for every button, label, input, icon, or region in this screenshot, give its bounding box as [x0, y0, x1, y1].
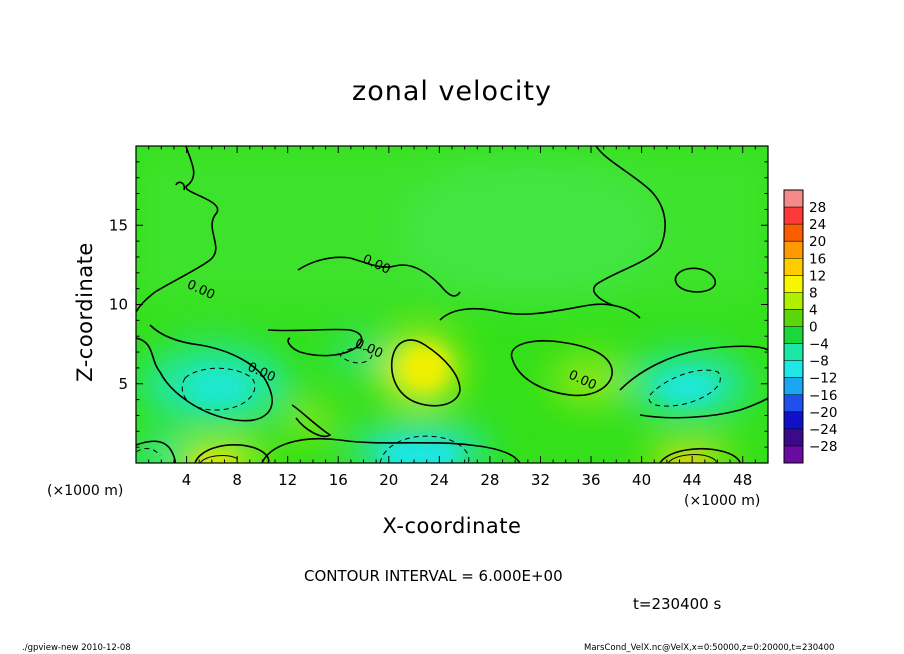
x-tick-label: 20: [379, 471, 398, 489]
colorbar-label: 4: [809, 302, 818, 318]
x-axis: 4 8 12 16 20 24 28 32 36 40 44 48: [148, 146, 756, 489]
colorbar-segment: [784, 377, 803, 396]
colorbar-segment: [784, 394, 803, 413]
colorbar-label: 8: [809, 285, 818, 301]
contour-interval-note: CONTOUR INTERVAL = 6.000E+00: [304, 567, 563, 585]
y-tick-label: 5: [118, 375, 128, 393]
colorbar-label: −16: [809, 388, 838, 404]
colorbar-segment: [784, 343, 803, 362]
x-tick-label: 32: [531, 471, 550, 489]
colorbar-segment: [784, 309, 803, 327]
x-tick-label: 4: [182, 471, 192, 489]
colorbar-label: −28: [809, 439, 838, 455]
colorbar-label: 16: [809, 251, 826, 267]
colorbar-label: −4: [809, 337, 829, 353]
colorbar-segment: [784, 207, 803, 225]
colorbar-label: −20: [809, 405, 838, 421]
footer-source: MarsCond_VelX.nc@VelX,x=0:50000,z=0:2000…: [584, 643, 835, 653]
negative-contours: [136, 347, 721, 463]
y-axis: 5 10 15: [109, 161, 768, 448]
colorbar-label: 0: [809, 320, 818, 336]
x-axis-label: X-coordinate: [382, 514, 522, 538]
y-tick-label: 15: [109, 216, 128, 234]
x-tick-label: 12: [278, 471, 297, 489]
x-tick-label: 44: [683, 471, 702, 489]
colorbar-label: −24: [809, 422, 838, 438]
colorbar-segment: [784, 326, 803, 345]
colorbar-label: 24: [809, 217, 826, 233]
chart-title: zonal velocity: [352, 76, 552, 107]
x-unit-label-left: (×1000 m): [47, 483, 124, 499]
contour-lines: [136, 146, 768, 463]
x-tick-label: 40: [632, 471, 651, 489]
colorbar-segment: [784, 411, 803, 430]
colorbar-label: −12: [809, 371, 838, 387]
colorbar-segment: [784, 292, 803, 310]
footer-program-date: ./gpview-new 2010-12-08: [22, 643, 131, 653]
colorbar-segment: [784, 428, 803, 447]
y-axis-label: Z-coordinate: [73, 242, 97, 382]
colorbar-label: 12: [809, 268, 826, 284]
colorbar-segment: [784, 360, 803, 379]
x-tick-label: 28: [480, 471, 499, 489]
colorbar-segment: [784, 224, 803, 242]
y-tick-label: 10: [109, 296, 128, 314]
colorbar-segment: [784, 258, 803, 276]
colorbar-label: 20: [809, 234, 826, 250]
time-stamp: t=230400 s: [633, 595, 722, 613]
x-tick-label: 8: [232, 471, 242, 489]
colorbar-segment: [784, 241, 803, 259]
colorbar-label: 28: [809, 200, 826, 216]
colorbar-segment: [784, 275, 803, 293]
x-tick-label: 48: [733, 471, 752, 489]
colorbar-label: −8: [809, 354, 829, 370]
x-tick-label: 36: [581, 471, 600, 489]
x-tick-label: 16: [329, 471, 348, 489]
colorbar-segment: [784, 445, 803, 464]
x-unit-label-right: (×1000 m): [684, 493, 761, 509]
x-tick-label: 24: [430, 471, 449, 489]
colorbar-segment: [784, 190, 803, 208]
